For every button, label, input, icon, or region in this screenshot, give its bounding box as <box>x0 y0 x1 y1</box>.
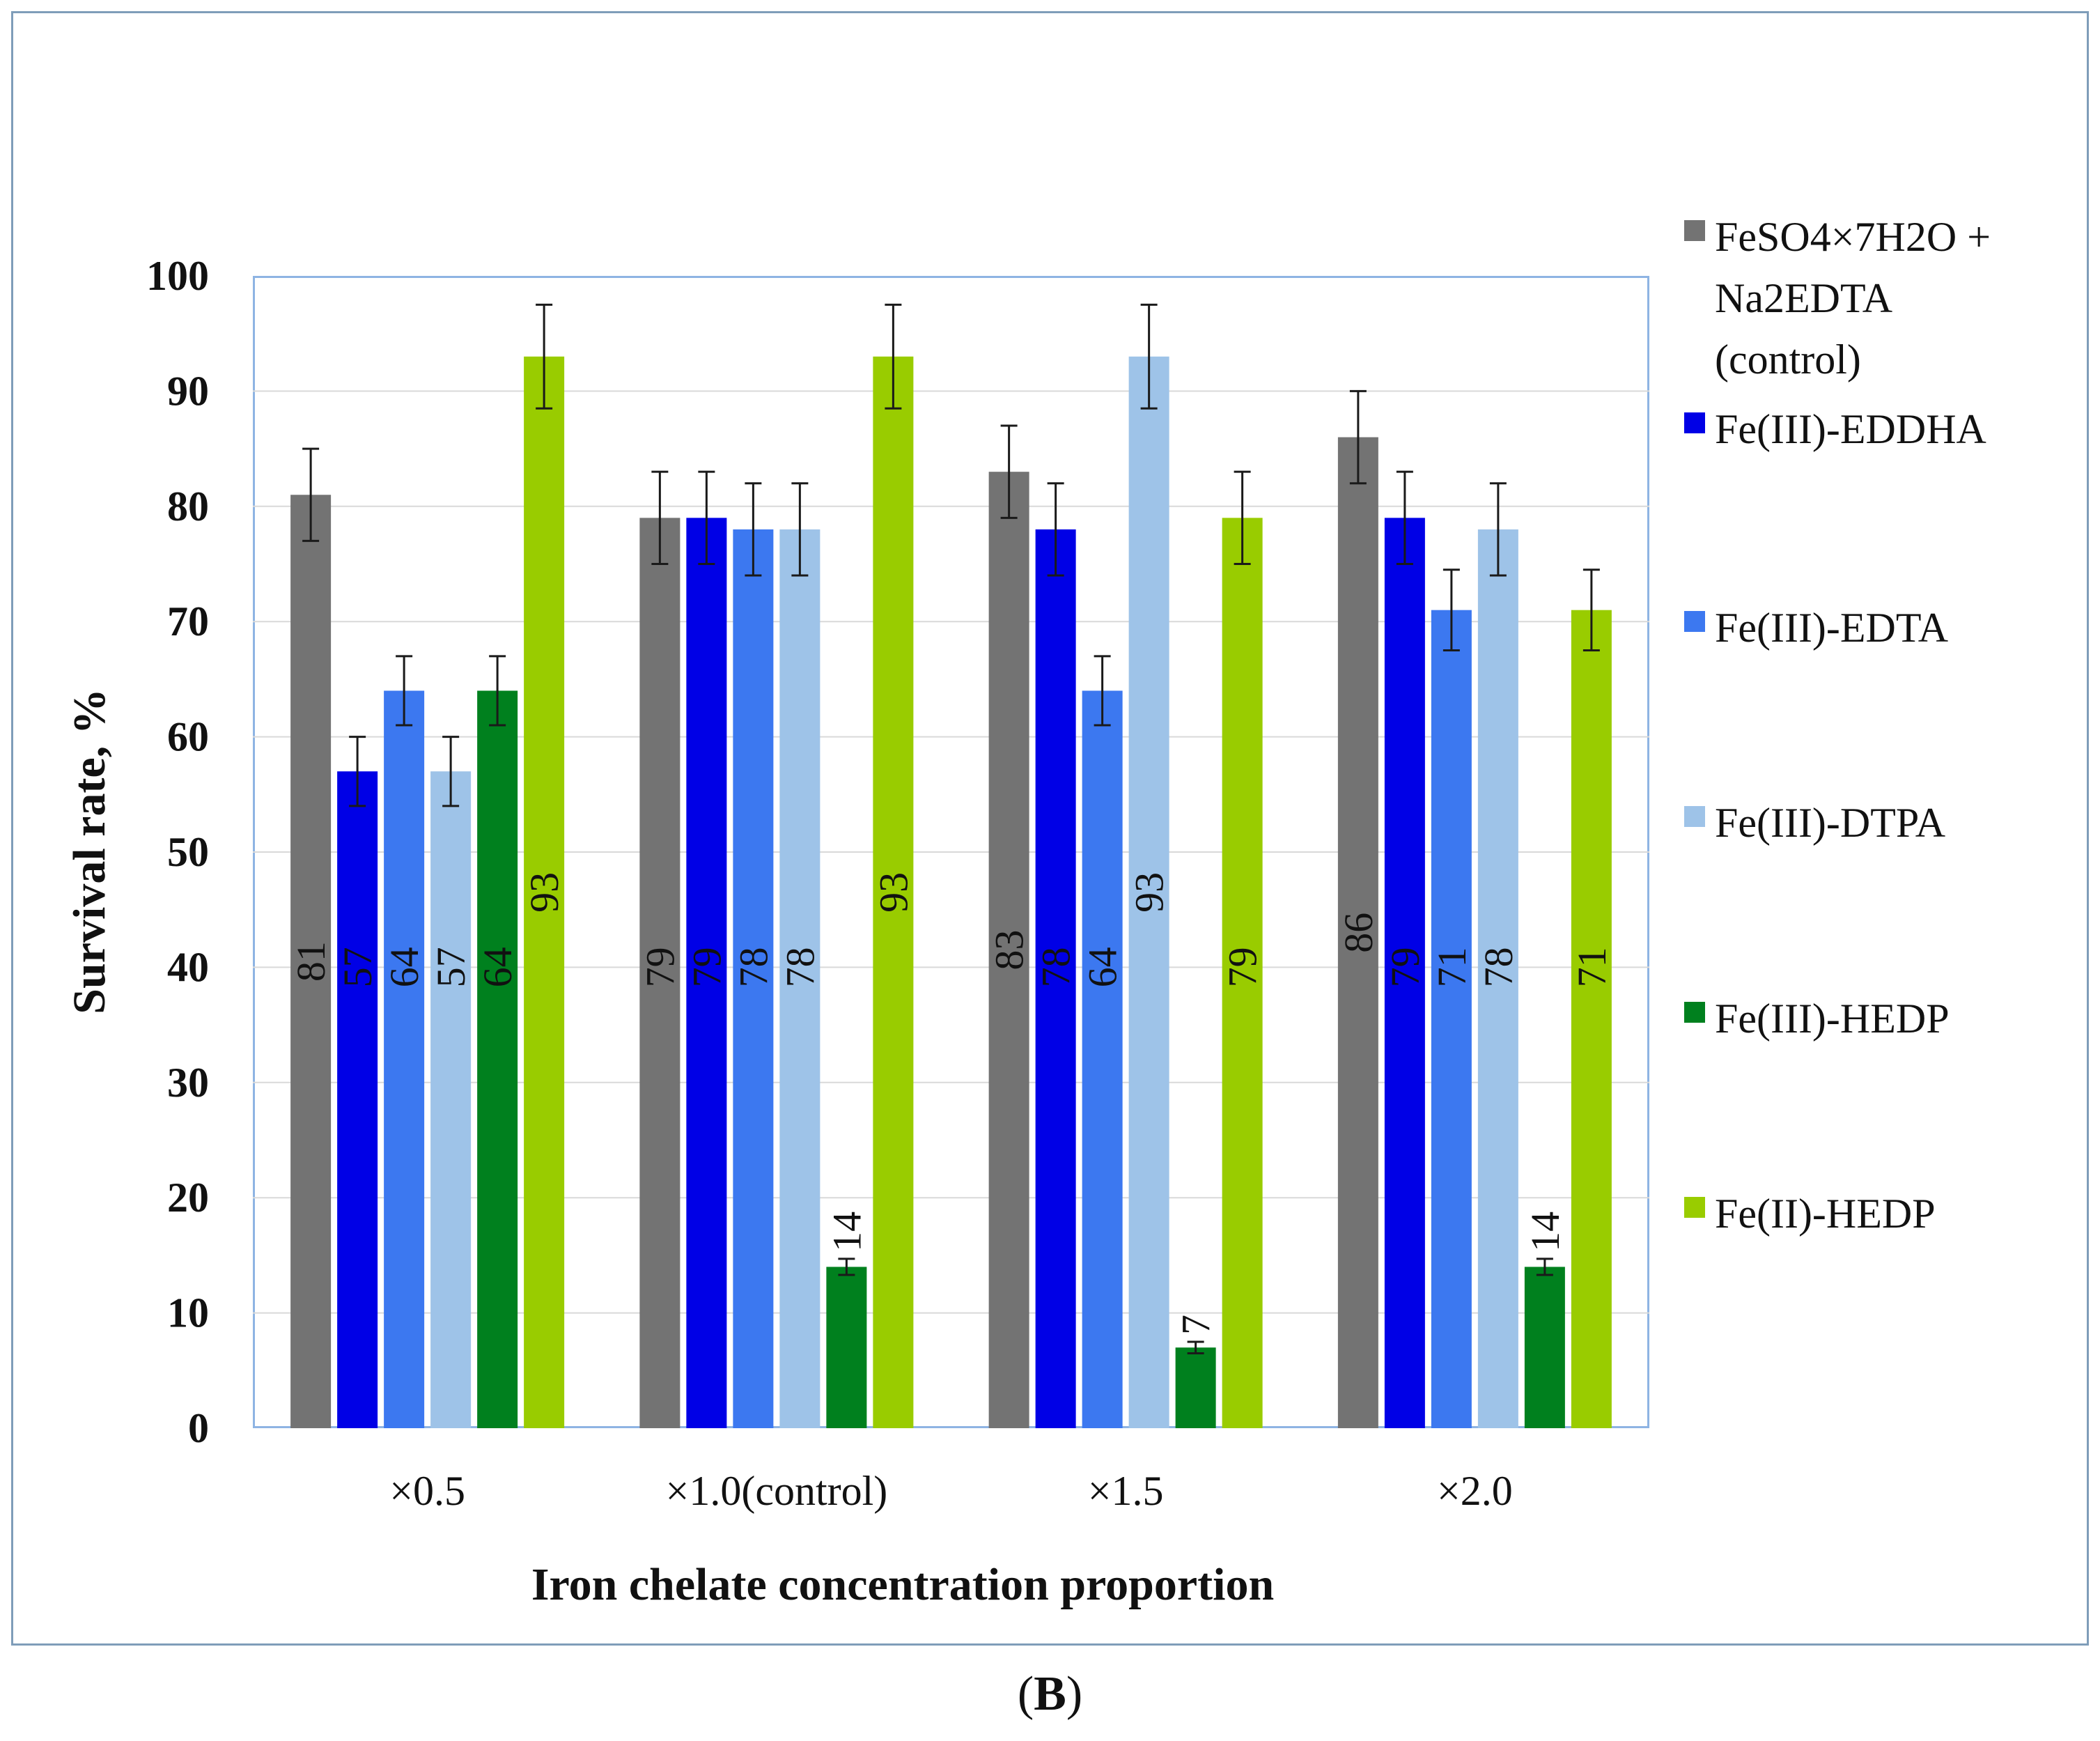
data-label: 93 <box>871 872 916 913</box>
data-label: 79 <box>1383 947 1428 987</box>
bar <box>1175 1347 1216 1428</box>
legend-item: Fe(III)-DTPA <box>1684 792 2100 853</box>
legend-item: FeSO4×7H2O + Na2EDTA (control) <box>1684 206 2100 390</box>
bar <box>1082 690 1123 1429</box>
data-label: 86 <box>1336 913 1381 953</box>
y-tick-label: 80 <box>167 483 209 529</box>
x-tick-label: ×2.0 <box>1437 1468 1513 1514</box>
data-label: 14 <box>1523 1212 1568 1252</box>
bar <box>1337 437 1378 1428</box>
legend-swatch <box>1684 412 1705 433</box>
bar <box>1571 610 1612 1429</box>
data-label: 78 <box>1476 947 1521 987</box>
bar <box>1128 356 1169 1428</box>
data-label: 79 <box>1220 947 1266 987</box>
x-tick-label: ×0.5 <box>389 1468 465 1514</box>
y-tick-label: 90 <box>167 368 209 414</box>
data-label: 78 <box>777 947 823 987</box>
legend-label: Fe(III)-HEDP <box>1715 996 1950 1042</box>
legend-label: FeSO4×7H2O + Na2EDTA (control) <box>1715 214 1991 382</box>
x-tick-label: ×1.0(control) <box>666 1468 888 1514</box>
data-label: 81 <box>288 941 334 982</box>
data-label: 78 <box>1034 947 1079 987</box>
data-label: 64 <box>1080 947 1126 987</box>
bar <box>733 529 774 1428</box>
data-label: 71 <box>1569 947 1615 987</box>
data-label: 7 <box>1174 1315 1219 1335</box>
legend-item: Fe(III)-HEDP <box>1684 988 2100 1049</box>
bar <box>290 495 332 1428</box>
bar <box>988 472 1029 1429</box>
bar <box>873 356 914 1428</box>
bar <box>1384 518 1425 1428</box>
legend-item: Fe(II)-HEDP <box>1684 1183 2100 1244</box>
caption-letter: B <box>1034 1667 1066 1721</box>
legend-swatch <box>1684 611 1705 632</box>
bar <box>384 690 425 1429</box>
y-tick-label: 100 <box>146 253 209 299</box>
bar <box>1035 529 1076 1428</box>
bar <box>524 356 565 1428</box>
y-axis-ticks: 0 10 20 30 40 50 60 70 80 90 100 <box>146 253 209 1451</box>
y-tick-label: 30 <box>167 1060 209 1106</box>
legend-swatch <box>1684 1197 1705 1218</box>
legend-label: Fe(II)-HEDP <box>1715 1191 1936 1237</box>
bar <box>1524 1267 1565 1428</box>
figure-caption: (B) <box>0 1666 2100 1722</box>
bars <box>290 356 1612 1429</box>
data-label: 57 <box>335 947 380 987</box>
bar <box>686 518 727 1428</box>
y-tick-label: 70 <box>167 598 209 644</box>
bar <box>639 518 680 1428</box>
data-label: 71 <box>1429 947 1475 987</box>
y-tick-label: 10 <box>167 1290 209 1336</box>
data-label: 83 <box>987 930 1032 970</box>
y-tick-label: 0 <box>188 1405 209 1451</box>
legend-swatch <box>1684 1002 1705 1023</box>
caption-close: ) <box>1066 1667 1083 1721</box>
data-label: 79 <box>684 947 729 987</box>
y-tick-label: 20 <box>167 1175 209 1221</box>
data-label: 93 <box>522 872 567 913</box>
legend-label: Fe(III)-EDDHA <box>1715 406 1986 452</box>
y-tick-label: 60 <box>167 714 209 760</box>
x-tick-label: ×1.5 <box>1088 1468 1164 1514</box>
error-bars <box>302 303 1600 1354</box>
bar <box>1222 518 1263 1428</box>
data-label: 78 <box>731 947 776 987</box>
data-label: 64 <box>382 947 427 987</box>
bar <box>826 1267 867 1428</box>
data-label: 57 <box>428 947 474 987</box>
legend-item: Fe(III)-EDTA <box>1684 597 2100 658</box>
data-label: 93 <box>1127 872 1172 913</box>
legend-label: Fe(III)-EDTA <box>1715 605 1949 651</box>
legend-label: Fe(III)-DTPA <box>1715 800 1946 846</box>
legend-swatch <box>1684 220 1705 241</box>
bar <box>477 690 518 1429</box>
caption-open: ( <box>1017 1667 1034 1721</box>
x-axis-ticks: ×0.5 ×1.0(control) ×1.5 ×2.0 <box>389 1468 1513 1514</box>
data-label: 64 <box>475 947 520 987</box>
y-axis-title: Survival rate, % <box>64 688 115 1014</box>
bar <box>779 529 820 1428</box>
y-tick-label: 40 <box>167 944 209 990</box>
bar <box>1431 610 1472 1429</box>
y-tick-label: 50 <box>167 829 209 875</box>
legend-swatch <box>1684 806 1705 827</box>
legend-item: Fe(III)-EDDHA <box>1684 399 2100 460</box>
data-label: 14 <box>824 1212 869 1252</box>
bar <box>337 771 378 1428</box>
bar <box>430 771 472 1428</box>
data-label: 79 <box>637 947 683 987</box>
x-axis-title: Iron chelate concentration proportion <box>531 1559 1274 1610</box>
bar <box>1477 529 1518 1428</box>
